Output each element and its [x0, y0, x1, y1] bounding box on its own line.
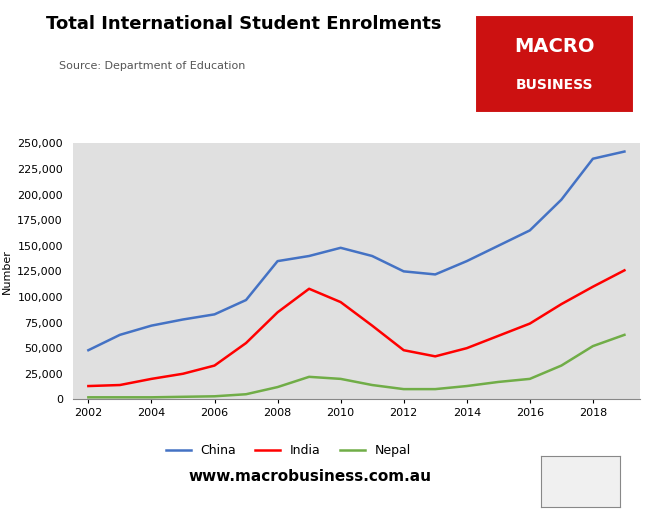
Line: China: China — [88, 152, 624, 350]
China — [526, 227, 534, 233]
Line: Nepal: Nepal — [88, 335, 624, 397]
Nepal — [147, 394, 155, 400]
Nepal — [84, 394, 92, 400]
China — [305, 253, 313, 259]
Nepal — [431, 386, 439, 392]
China — [400, 268, 408, 274]
China — [431, 271, 439, 278]
Line: India: India — [88, 270, 624, 386]
India — [337, 299, 345, 305]
Nepal — [400, 386, 408, 392]
Nepal — [463, 383, 471, 389]
India — [526, 321, 534, 327]
India — [305, 286, 313, 292]
China — [337, 245, 345, 251]
China — [368, 253, 376, 259]
India — [116, 382, 124, 388]
Nepal — [589, 343, 597, 349]
Text: MACRO: MACRO — [514, 37, 595, 56]
Nepal — [305, 374, 313, 380]
China — [494, 243, 502, 249]
India — [147, 376, 155, 382]
Nepal — [337, 376, 345, 382]
Nepal — [211, 393, 218, 399]
Nepal — [274, 384, 282, 390]
China — [274, 258, 282, 264]
Nepal — [242, 391, 250, 397]
Legend: China, India, Nepal: China, India, Nepal — [160, 439, 416, 462]
Nepal — [558, 362, 566, 369]
China — [211, 311, 218, 317]
India — [494, 333, 502, 339]
India — [620, 267, 628, 273]
India — [400, 347, 408, 353]
India — [431, 353, 439, 359]
Nepal — [526, 376, 534, 382]
China — [179, 316, 187, 323]
India — [368, 323, 376, 329]
China — [558, 197, 566, 203]
India — [558, 301, 566, 307]
Nepal — [494, 379, 502, 385]
India — [589, 284, 597, 290]
Text: Total International Student Enrolments: Total International Student Enrolments — [46, 15, 442, 33]
Nepal — [116, 394, 124, 400]
India — [274, 309, 282, 315]
Nepal — [368, 382, 376, 388]
Text: BUSINESS: BUSINESS — [515, 78, 593, 92]
China — [242, 297, 250, 303]
Nepal — [620, 332, 628, 338]
India — [211, 362, 218, 369]
China — [147, 323, 155, 329]
India — [84, 383, 92, 389]
China — [116, 332, 124, 338]
Text: www.macrobusiness.com.au: www.macrobusiness.com.au — [189, 469, 432, 484]
China — [589, 156, 597, 162]
India — [242, 340, 250, 346]
China — [463, 258, 471, 264]
Nepal — [179, 394, 187, 400]
Y-axis label: Number: Number — [1, 249, 12, 294]
India — [179, 371, 187, 377]
Text: Source: Department of Education: Source: Department of Education — [59, 61, 246, 72]
China — [620, 148, 628, 155]
India — [463, 345, 471, 351]
China — [84, 347, 92, 353]
